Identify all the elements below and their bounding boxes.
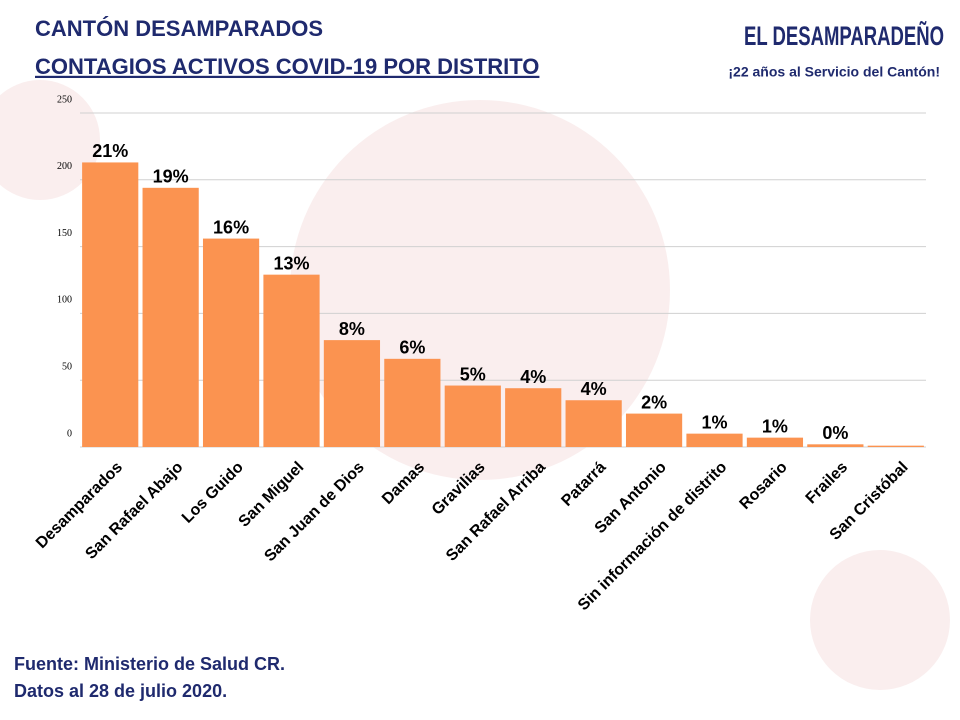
x-tick-label: Patarrá	[558, 459, 609, 510]
bar	[82, 162, 139, 447]
value-label: 0%	[822, 423, 848, 443]
bar	[746, 437, 804, 447]
value-label: 21%	[92, 141, 128, 161]
value-label: 6%	[399, 338, 425, 358]
bar	[686, 433, 743, 447]
bar	[202, 238, 260, 447]
background-decoration	[0, 80, 950, 690]
bar	[384, 358, 441, 447]
value-label: 8%	[339, 319, 365, 339]
bar	[807, 444, 864, 447]
x-tick-label: Damas	[379, 459, 428, 508]
value-label: 1%	[701, 412, 727, 432]
date-note: Datos al 28 de julio 2020.	[14, 681, 227, 701]
bar	[142, 187, 199, 448]
bar	[263, 274, 320, 447]
chart-title: CANTÓN DESAMPARADOS	[35, 16, 323, 41]
y-tick-label: 250	[57, 94, 72, 105]
x-tick-label: Rosario	[737, 459, 791, 513]
x-tick-label: San Juan de Dios	[261, 459, 367, 565]
tagline: ¡22 años al Servicio del Cantón!	[728, 64, 940, 80]
bar	[323, 340, 381, 447]
y-tick-label: 50	[62, 361, 72, 372]
value-label: 5%	[460, 364, 486, 384]
y-tick-label: 150	[57, 228, 72, 239]
x-tick-label: Frailes	[803, 459, 852, 508]
value-label: 4%	[581, 379, 607, 399]
value-label: 19%	[153, 167, 189, 187]
y-tick-label: 100	[57, 295, 72, 306]
source: Fuente: Ministerio de Salud CR.	[14, 654, 285, 674]
bar	[625, 413, 683, 447]
chart-subtitle: CONTAGIOS ACTIVOS COVID-19 POR DISTRITO	[35, 54, 539, 79]
brand: EL DESAMPARADEÑO	[744, 20, 944, 51]
value-label: 13%	[273, 253, 309, 273]
bar	[444, 385, 501, 447]
bar	[505, 388, 562, 447]
value-label: 1%	[762, 416, 788, 436]
bar	[565, 400, 622, 447]
value-label: 4%	[520, 367, 546, 387]
value-label: 2%	[641, 392, 667, 412]
value-label: 16%	[213, 217, 249, 237]
bar	[867, 445, 924, 447]
y-tick-label: 0	[67, 428, 72, 439]
y-tick-label: 200	[57, 161, 72, 172]
